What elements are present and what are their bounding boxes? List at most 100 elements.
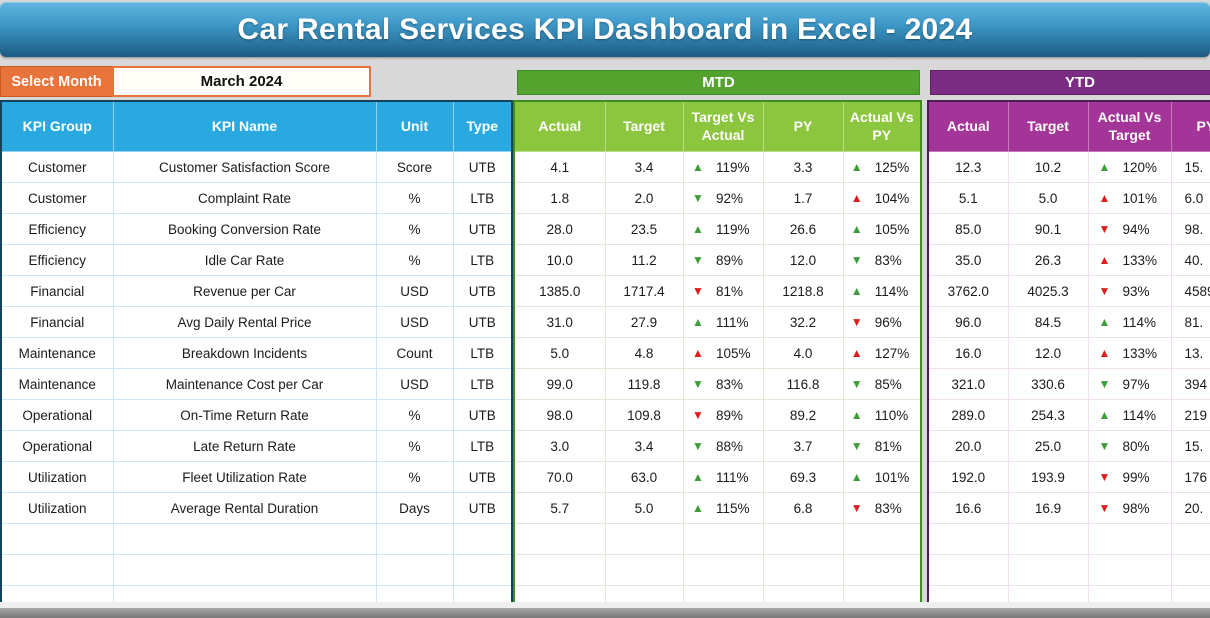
ytd-actual-cell: 85.0 <box>927 213 1009 245</box>
empty-cell <box>0 523 114 555</box>
empty-cell <box>375 554 454 586</box>
mtd-row: 3.0 3.4 ▼ 88% 3.7 ▼ 81% <box>513 430 922 462</box>
kpi-name-cell: Booking Conversion Rate <box>112 213 377 245</box>
ytd-py-header: PY <box>1170 100 1210 152</box>
trend-percent: 110% <box>874 407 909 423</box>
ytd-actual-vs-target-cell: ▼ 80% <box>1087 430 1172 462</box>
empty-cell <box>1087 523 1172 555</box>
trend-up-icon: ▲ <box>692 470 704 484</box>
ytd-section-header: YTD <box>930 70 1210 95</box>
ytd-row: 16.6 16.9 ▼ 98% 20. <box>927 492 1210 524</box>
ytd-actual-header: Actual <box>927 100 1009 152</box>
kpi-group-header: KPI Group <box>0 100 114 152</box>
trend-down-icon: ▼ <box>1098 284 1111 298</box>
ytd-actual-cell: 20.0 <box>927 430 1009 462</box>
trend-percent: 119% <box>715 159 750 175</box>
kpi-group-cell: Customer <box>0 151 114 183</box>
ytd-target-cell: 84.5 <box>1007 306 1089 338</box>
ytd-row: 321.0 330.6 ▼ 97% 394 <box>927 368 1210 400</box>
trend-up-icon: ▲ <box>1098 253 1111 267</box>
ytd-py-cell: 15. <box>1170 430 1210 462</box>
trend-up-icon: ▲ <box>850 222 863 236</box>
mtd-actual-cell: 4.1 <box>513 151 606 183</box>
mtd-py-cell: 89.2 <box>762 399 844 431</box>
type-cell: LTB <box>452 430 513 462</box>
mtd-row: 1.8 2.0 ▼ 92% 1.7 ▲ 104% <box>513 182 922 214</box>
selected-month-dropdown[interactable]: March 2024 <box>112 66 371 97</box>
kpi-name-cell: Breakdown Incidents <box>112 337 377 369</box>
trend-down-icon: ▼ <box>1098 501 1111 515</box>
select-month-button[interactable]: Select Month <box>0 66 113 97</box>
horizontal-scrollbar[interactable] <box>0 608 1210 618</box>
mtd-actual-cell: 31.0 <box>513 306 606 338</box>
kpi-name-cell: Revenue per Car <box>112 275 377 307</box>
empty-cell <box>1170 523 1210 555</box>
empty-cell <box>1007 554 1089 586</box>
unit-header: Unit <box>375 100 454 152</box>
trend-down-icon: ▼ <box>1098 377 1111 391</box>
trend-percent: 105% <box>715 345 751 361</box>
mtd-row: 1385.0 1717.4 ▼ 81% 1218.8 ▲ 114% <box>513 275 922 307</box>
ytd-py-cell: 40. <box>1170 244 1210 276</box>
empty-cell <box>682 523 764 555</box>
mtd-target-vs-actual-cell: ▼ 89% <box>682 399 764 431</box>
mtd-actual-vs-py-cell: ▼ 81% <box>842 430 922 462</box>
mtd-actual-cell: 1.8 <box>513 182 606 214</box>
trend-down-icon: ▼ <box>692 377 704 391</box>
kpi-name-cell: Average Rental Duration <box>112 492 377 524</box>
trend-percent: 85% <box>874 376 902 392</box>
empty-row <box>927 554 1210 586</box>
ytd-py-cell: 176 <box>1170 461 1210 493</box>
mtd-target-vs-actual-cell: ▲ 105% <box>682 337 764 369</box>
trend-percent: 114% <box>1122 314 1156 330</box>
mtd-target-vs-actual-cell: ▼ 83% <box>682 368 764 400</box>
ytd-actual-vs-target-cell: ▼ 99% <box>1087 461 1172 493</box>
unit-cell: USD <box>375 275 454 307</box>
unit-cell: USD <box>375 306 454 338</box>
empty-row <box>0 523 513 555</box>
trend-percent: 115% <box>715 500 750 516</box>
mtd-target-vs-actual-cell: ▲ 119% <box>682 151 764 183</box>
mtd-actual-cell: 10.0 <box>513 244 606 276</box>
trend-up-icon: ▲ <box>850 346 863 360</box>
ytd-actual-cell: 321.0 <box>927 368 1009 400</box>
mtd-target-vs-actual-cell: ▼ 88% <box>682 430 764 462</box>
trend-percent: 127% <box>874 345 910 361</box>
kpi-info-row: Operational On-Time Return Rate% UTB <box>0 399 513 431</box>
mtd-target-vs-actual-cell: ▲ 119% <box>682 213 764 245</box>
trend-down-icon: ▼ <box>1098 439 1111 453</box>
trend-up-icon: ▲ <box>850 160 863 174</box>
ytd-actual-cell: 96.0 <box>927 306 1009 338</box>
mtd-py-cell: 32.2 <box>762 306 844 338</box>
kpi-info-row: Utilization Average Rental Duration Days UT… <box>0 492 513 524</box>
kpi-info-row: Efficiency Booking Conversion Rate% UTB <box>0 213 513 245</box>
mtd-actual-vs-py-cell: ▲ 104% <box>842 182 922 214</box>
mtd-py-cell: 3.7 <box>762 430 844 462</box>
mtd-actual-cell: 70.0 <box>513 461 606 493</box>
ytd-actual-vs-target-header: Actual Vs Target <box>1087 100 1172 152</box>
mtd-target-header: Target <box>604 100 684 152</box>
mtd-row: 5.0 4.8 ▲ 105% 4.0 ▲ 127% <box>513 337 922 369</box>
ytd-actual-vs-target-cell: ▲ 133% <box>1087 337 1172 369</box>
empty-cell <box>842 523 922 555</box>
mtd-target-cell: 23.5 <box>604 213 684 245</box>
empty-cell <box>452 523 513 555</box>
kpi-name-cell: Maintenance Cost per Car <box>112 368 377 400</box>
trend-down-icon: ▼ <box>692 253 704 267</box>
kpi-name-cell: Fleet Utilization Rate <box>112 461 377 493</box>
trend-up-icon: ▲ <box>692 222 704 236</box>
trend-up-icon: ▲ <box>850 191 863 205</box>
empty-cell <box>0 554 114 586</box>
mtd-actual-header: Actual <box>513 100 606 152</box>
kpi-group-cell: Operational <box>0 399 114 431</box>
trend-percent: 119% <box>715 221 750 237</box>
ytd-actual-vs-target-cell: ▼ 98% <box>1087 492 1172 524</box>
kpi-group-cell: Utilization <box>0 492 114 524</box>
trend-percent: 97% <box>1122 376 1150 392</box>
mtd-target-vs-actual-cell: ▼ 92% <box>682 182 764 214</box>
mtd-target-cell: 1717.4 <box>604 275 684 307</box>
empty-cell <box>682 554 764 586</box>
sheet-margin <box>0 602 1210 608</box>
kpi-group-cell: Operational <box>0 430 114 462</box>
ytd-actual-cell: 12.3 <box>927 151 1009 183</box>
